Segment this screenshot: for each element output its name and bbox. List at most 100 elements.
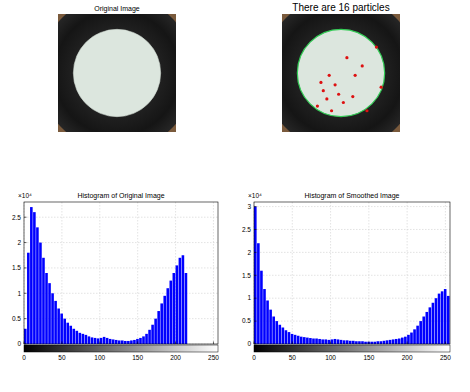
histogram-bar bbox=[361, 341, 364, 344]
x-tick bbox=[368, 342, 369, 345]
image-panel: Original Image bbox=[39, 0, 195, 151]
grid-line bbox=[330, 202, 331, 344]
y-tick bbox=[24, 217, 27, 218]
histogram-bar bbox=[151, 325, 154, 344]
histogram-bar bbox=[300, 337, 303, 344]
grid-line bbox=[137, 202, 138, 344]
particle bbox=[365, 109, 368, 112]
grid-line bbox=[24, 242, 218, 243]
histogram-bar bbox=[343, 340, 346, 344]
particle bbox=[330, 109, 333, 112]
y-tick bbox=[254, 298, 257, 299]
histogram-bar bbox=[315, 339, 318, 344]
histogram-bar bbox=[88, 336, 91, 344]
y-tick-label: 2.5 bbox=[12, 214, 21, 221]
y-tick-label: 1 bbox=[17, 290, 21, 297]
histogram-bar bbox=[337, 339, 340, 344]
histogram-bar bbox=[340, 340, 343, 344]
histogram-bar bbox=[370, 342, 373, 344]
histogram-bar bbox=[97, 338, 100, 344]
histogram-bar bbox=[373, 342, 376, 344]
y-tick bbox=[24, 242, 27, 243]
histogram-bar bbox=[269, 310, 272, 344]
grid-line bbox=[254, 252, 450, 253]
particle bbox=[375, 45, 378, 48]
histogram-panel: 00.511.522.5050100150200250Histogram of … bbox=[12, 192, 219, 361]
histogram-bar bbox=[260, 271, 263, 344]
histogram-bar bbox=[383, 341, 386, 344]
y-tick bbox=[24, 318, 27, 319]
histogram-bar bbox=[312, 339, 315, 344]
histogram-bar bbox=[401, 338, 404, 344]
bars bbox=[24, 207, 187, 344]
histogram-bar bbox=[115, 340, 118, 344]
grid-line bbox=[99, 202, 100, 344]
histogram-bar bbox=[306, 338, 309, 344]
y-tick-label: 1.5 bbox=[12, 264, 21, 271]
histogram-bar bbox=[352, 341, 355, 344]
y-tick-label: 2.5 bbox=[242, 226, 251, 233]
histogram-bar bbox=[318, 339, 321, 344]
x-tick-label: 100 bbox=[94, 354, 105, 361]
histogram-bar bbox=[36, 227, 39, 344]
histogram-bar bbox=[285, 330, 288, 344]
histogram-bar bbox=[124, 341, 127, 344]
histogram-bar bbox=[112, 339, 115, 344]
histogram-bar bbox=[444, 289, 447, 344]
histogram-bar bbox=[395, 339, 398, 344]
x-tick-label: 0 bbox=[22, 354, 26, 361]
x-tick bbox=[137, 342, 138, 345]
histogram-bar bbox=[392, 339, 395, 344]
grid-line bbox=[254, 298, 450, 299]
histogram-bar bbox=[422, 317, 425, 344]
histogram-bar bbox=[130, 340, 133, 344]
histogram-bar bbox=[139, 338, 142, 344]
histogram-bar bbox=[272, 317, 275, 344]
plot-area bbox=[24, 202, 218, 344]
histogram-bar bbox=[154, 319, 157, 344]
y-tick-label: 3 bbox=[247, 203, 251, 210]
x-tick-label: 250 bbox=[208, 354, 219, 361]
y-tick-label: 1.5 bbox=[242, 272, 251, 279]
x-tick-label: 150 bbox=[132, 354, 143, 361]
y-tick-label: 0 bbox=[247, 340, 251, 347]
sample-disk bbox=[297, 29, 384, 116]
x-tick bbox=[445, 342, 446, 345]
histogram-bar bbox=[145, 334, 148, 344]
histogram-bar bbox=[179, 258, 182, 344]
histogram-bar bbox=[282, 328, 285, 344]
x-tick-label: 100 bbox=[325, 354, 336, 361]
particle bbox=[342, 101, 345, 104]
particle bbox=[345, 56, 348, 59]
image-title: There are 16 particles bbox=[292, 2, 389, 13]
histogram-bar bbox=[429, 307, 432, 344]
image-panel: There are 16 particles bbox=[263, 0, 419, 151]
histogram-bar bbox=[321, 339, 324, 344]
y-tick-label: 0 bbox=[17, 340, 21, 347]
image-title: Original Image bbox=[94, 5, 140, 13]
particle bbox=[319, 81, 322, 84]
x-tick-label: 50 bbox=[58, 354, 66, 361]
histogram-bar bbox=[79, 333, 82, 344]
particle bbox=[316, 104, 319, 107]
histogram-bar bbox=[157, 311, 160, 344]
histogram-bar bbox=[63, 319, 66, 344]
histogram-bar bbox=[142, 336, 145, 344]
particle bbox=[322, 89, 325, 92]
dark-holder bbox=[282, 14, 400, 132]
x-tick-label: 150 bbox=[363, 354, 374, 361]
histogram-bar bbox=[91, 337, 94, 344]
histogram-bar bbox=[447, 296, 450, 344]
histogram-bar bbox=[33, 212, 36, 344]
histogram-bar bbox=[170, 281, 173, 344]
x-tick bbox=[175, 342, 176, 345]
histogram-bar bbox=[76, 331, 79, 344]
histogram-bar bbox=[419, 321, 422, 344]
histogram-bar bbox=[398, 339, 401, 344]
histogram-bar bbox=[266, 300, 269, 344]
grid-line bbox=[254, 229, 450, 230]
histogram-bar bbox=[324, 339, 327, 344]
x-tick bbox=[292, 342, 293, 345]
y-scale-label: ×10⁴ bbox=[248, 192, 262, 199]
histogram-bar bbox=[94, 338, 97, 344]
